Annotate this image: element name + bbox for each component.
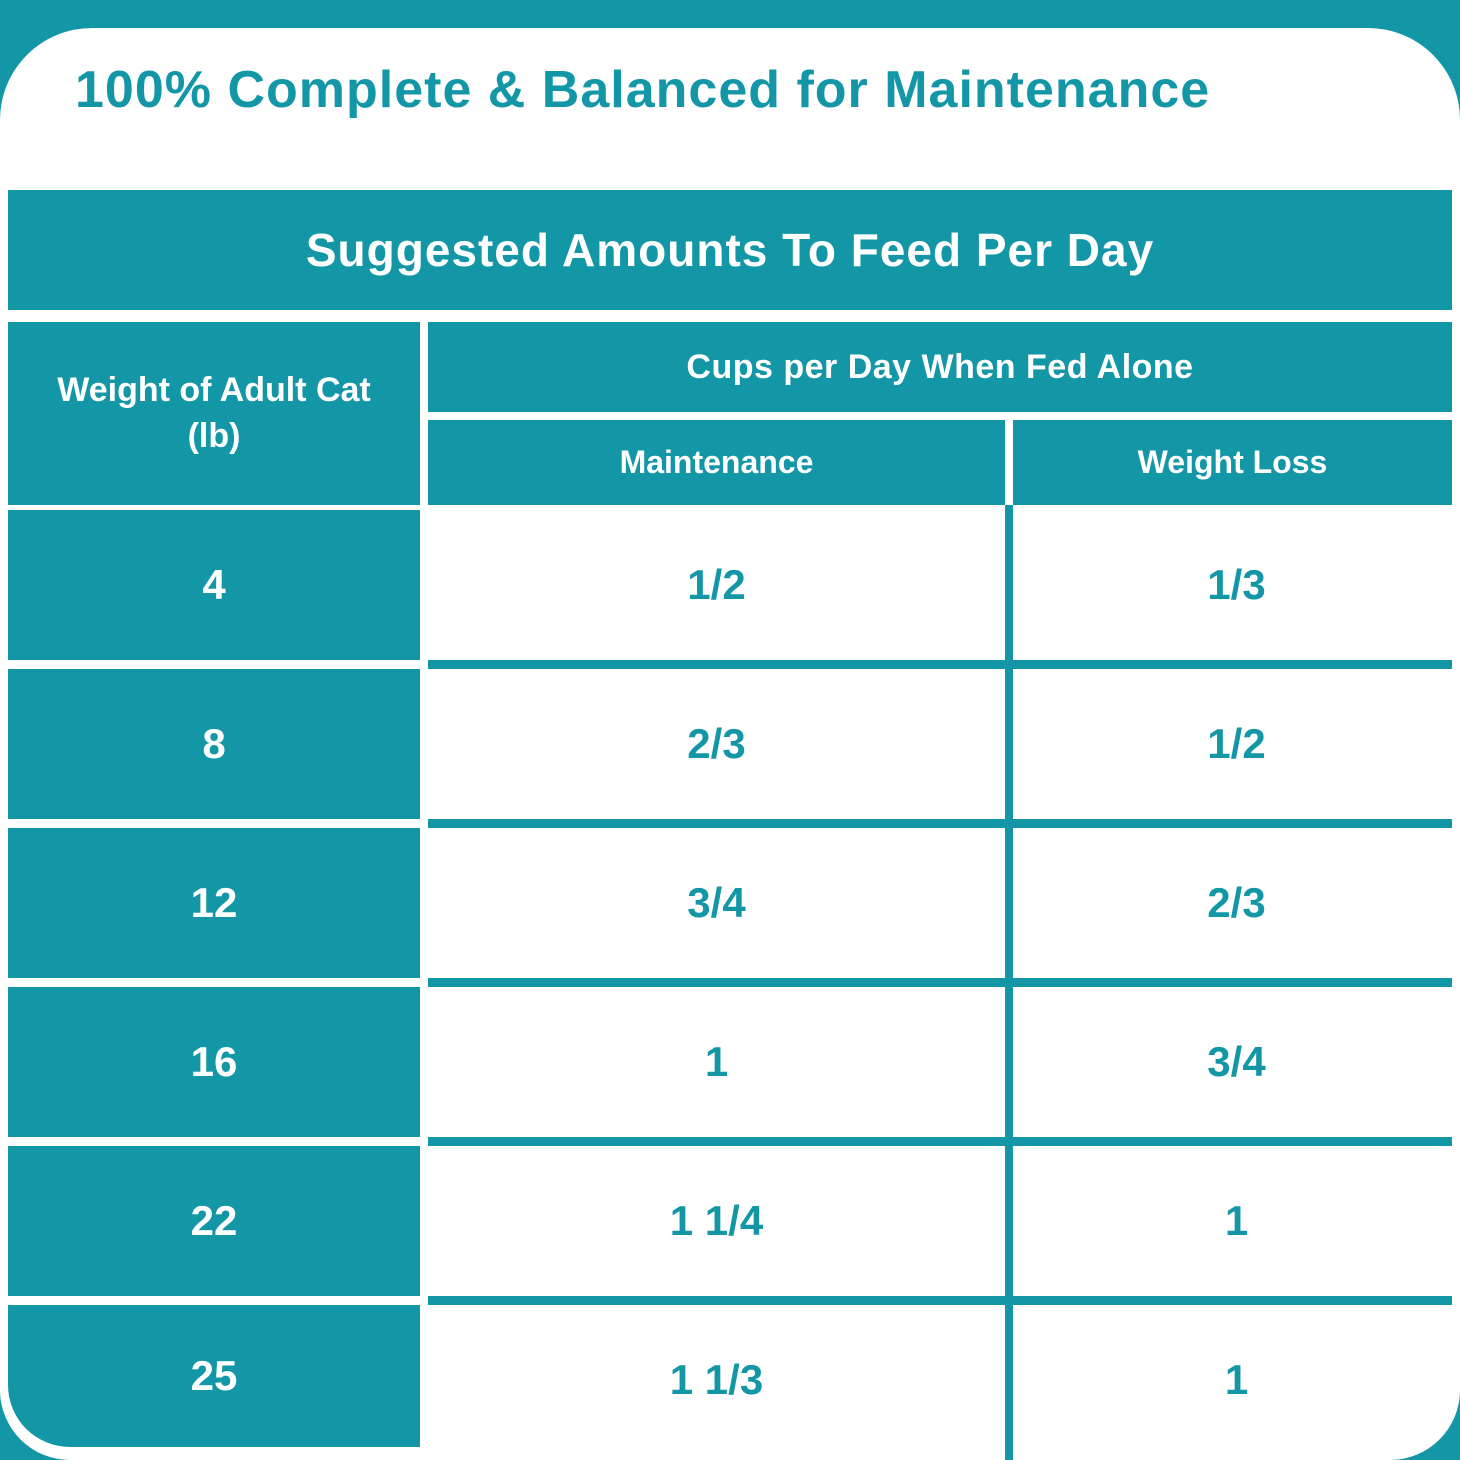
page-title: 100% Complete & Balanced for Maintenance [75,61,1211,119]
table-title: Suggested Amounts To Feed Per Day [305,224,1155,276]
header-weight-line1: Weight of Adult Cat [57,370,371,409]
header-weight-line2: (lb) [187,416,241,455]
header-weight-of-adult-cat: Weight of Adult Cat (lb) [8,322,420,505]
row-separator-line [428,819,1452,828]
maintenance-cell-row1: 1/2 [687,561,746,608]
table-title-banner: Suggested Amounts To Feed Per Day [8,190,1452,310]
weight-loss-cell-row3: 2/3 [1207,879,1266,926]
weight-loss-cell-row2: 1/2 [1207,720,1266,767]
header-cups-per-day-group: Cups per Day When Fed Alone [428,322,1452,412]
weight-cell-row1: 4 [8,510,420,660]
maintenance-cell-row3: 3/4 [687,879,746,926]
weight-cell-row5: 22 [8,1146,420,1296]
row-separator-line [428,978,1452,987]
row-separator-line [428,1137,1452,1146]
weight-cell-row6: 25 [8,1305,420,1447]
maintenance-cell-row5: 1 1/4 [669,1197,764,1244]
maintenance-cell-row4: 1 [704,1038,729,1085]
weight-cell-row2: 8 [8,669,420,819]
weight-loss-cell-row5: 1 [1224,1197,1249,1244]
header-weight-loss: Weight Loss [1013,420,1452,505]
weight-loss-cell-row6: 1 [1224,1356,1249,1403]
row-separator-line [428,1296,1452,1305]
header-maintenance: Maintenance [428,420,1005,505]
maintenance-cell-row6: 1 1/3 [669,1356,764,1403]
weight-loss-cell-row1: 1/3 [1207,561,1266,608]
feeding-guide-card: 100% Complete & Balanced for Maintenance… [0,28,1460,1460]
row-separator-line [428,660,1452,669]
weight-cell-row4: 16 [8,987,420,1137]
maintenance-cell-row2: 2/3 [687,720,746,767]
weight-cell-row3: 12 [8,828,420,978]
weight-loss-cell-row4: 3/4 [1207,1038,1266,1085]
